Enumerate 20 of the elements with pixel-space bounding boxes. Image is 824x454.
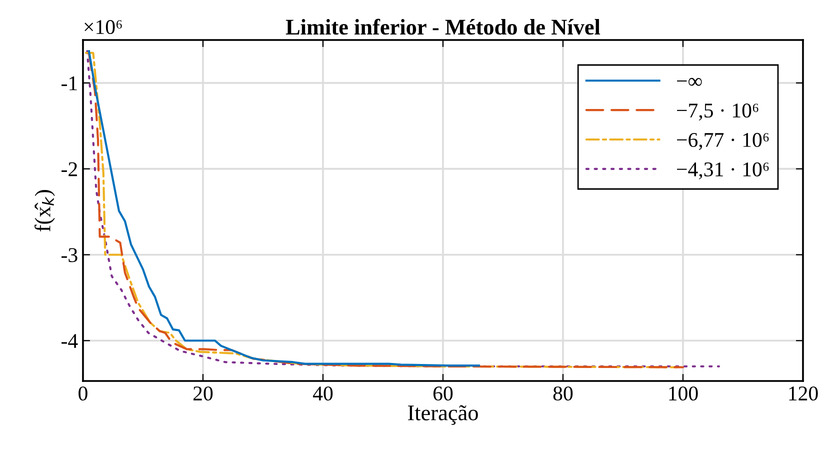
text: ×10⁶ xyxy=(84,20,122,34)
x-tick-label: 20 xyxy=(193,386,213,401)
y-tick-label: -2 xyxy=(62,162,77,176)
legend-label: −7,5 · 10⁶ xyxy=(677,103,758,121)
legend-label: −6,77 · 10⁶ xyxy=(677,132,769,150)
line-series xyxy=(88,50,480,367)
legend-label: −∞ xyxy=(677,78,702,86)
legend-label: −4,31 · 10⁶ xyxy=(677,162,769,180)
y-tick-label: -1 xyxy=(62,76,77,90)
x-tick-label: 80 xyxy=(553,386,573,401)
x-tick-label: 100 xyxy=(669,386,698,401)
y-tick-label: -4 xyxy=(62,334,78,348)
y-tick-label: -3 xyxy=(62,248,78,262)
x-axis-title: Iteração xyxy=(408,405,478,425)
chart-title: Limite inferior - Método de Nível xyxy=(286,18,600,35)
x-tick-label: 120 xyxy=(789,386,818,401)
x-tick-label: 40 xyxy=(312,386,333,401)
y-axis-title: f(x̂$_{k}$) xyxy=(34,190,55,232)
x-tick-label: 60 xyxy=(433,386,453,401)
x-tick-label: 0 xyxy=(78,386,88,401)
